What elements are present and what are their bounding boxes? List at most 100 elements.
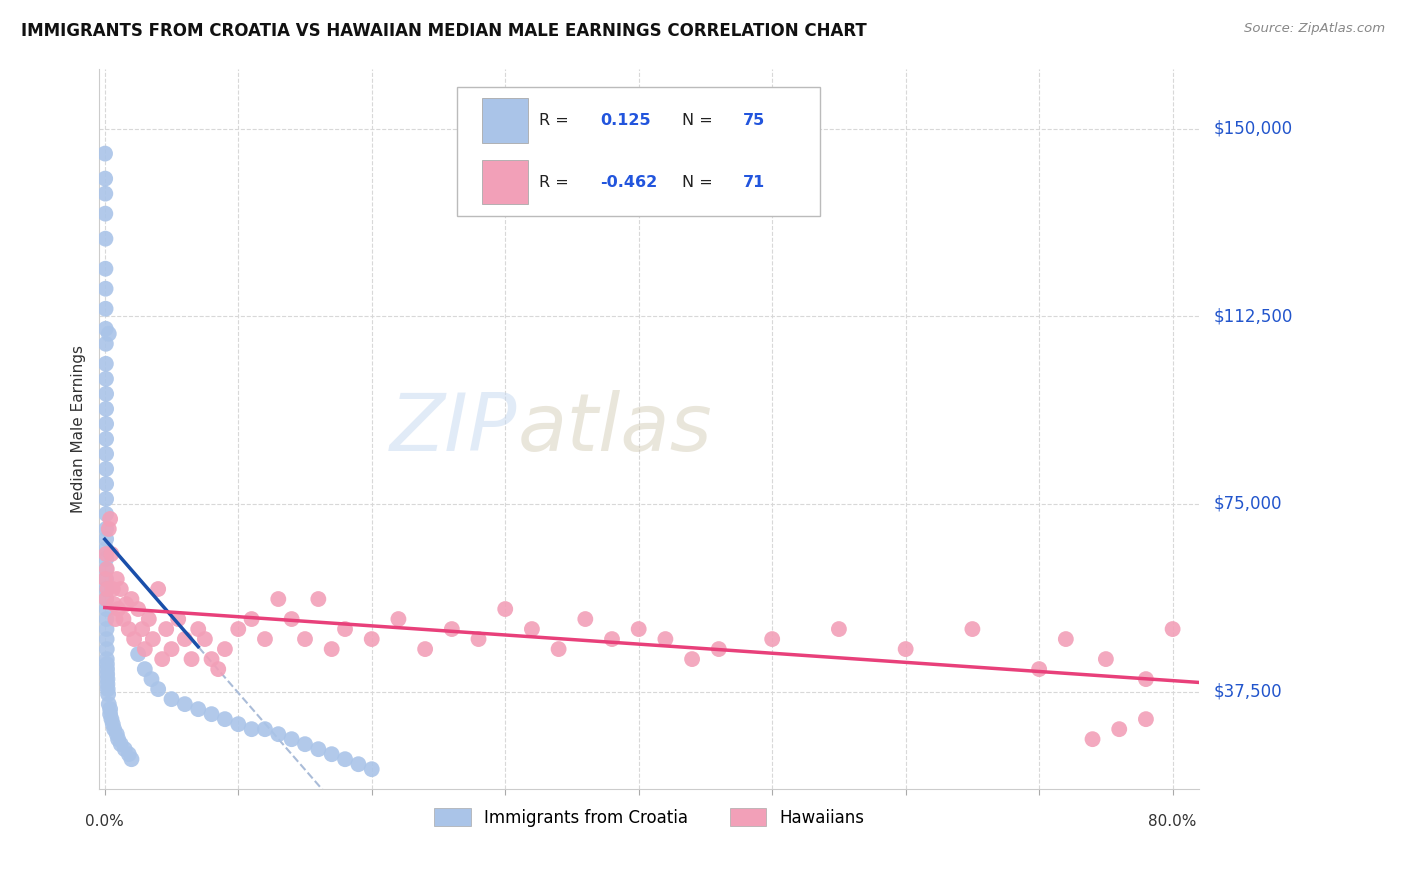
Text: R =: R = [540, 175, 574, 189]
Point [180, 652, 202, 666]
Text: ZIP: ZIP [389, 390, 517, 468]
Point [97, 682, 120, 697]
Point [494, 602, 516, 616]
Point [101, 717, 124, 731]
Text: $150,000: $150,000 [1213, 120, 1292, 137]
Point [112, 612, 135, 626]
Text: 80.0%: 80.0% [1149, 814, 1197, 830]
Point [122, 632, 145, 646]
Point [103, 597, 125, 611]
Point [294, 632, 316, 646]
Point [94, 357, 117, 371]
Text: R =: R = [540, 113, 574, 128]
Legend: Immigrants from Croatia, Hawaiians: Immigrants from Croatia, Hawaiians [426, 799, 873, 835]
Point [146, 582, 169, 596]
Text: Source: ZipAtlas.com: Source: ZipAtlas.com [1244, 22, 1385, 36]
Text: $37,500: $37,500 [1213, 682, 1282, 700]
Point [94, 552, 117, 566]
Point [1028, 662, 1050, 676]
Point [94, 507, 117, 521]
Point [207, 662, 229, 676]
Point [894, 642, 917, 657]
Point [127, 602, 149, 616]
Point [253, 632, 276, 646]
Point [240, 722, 263, 736]
Text: -0.462: -0.462 [600, 175, 657, 189]
Point [94, 582, 117, 596]
Point [94, 282, 117, 296]
Point [94, 562, 117, 576]
Point [707, 642, 730, 657]
Point [94, 447, 117, 461]
Point [98, 707, 121, 722]
Text: N =: N = [682, 175, 718, 189]
Point [96, 622, 118, 636]
Point [94, 491, 117, 506]
Point [115, 597, 138, 611]
Point [333, 622, 356, 636]
Text: $75,000: $75,000 [1213, 495, 1282, 513]
Point [96, 632, 118, 646]
Point [1095, 652, 1118, 666]
Point [94, 387, 117, 401]
Point [253, 722, 276, 736]
Point [321, 747, 343, 762]
Point [94, 171, 117, 186]
Point [96, 602, 118, 616]
Point [226, 717, 249, 731]
Point [173, 632, 195, 646]
Point [347, 757, 370, 772]
Point [96, 562, 118, 576]
Point [94, 532, 117, 546]
Point [600, 632, 623, 646]
Point [214, 642, 236, 657]
Point [100, 547, 122, 561]
Point [150, 652, 173, 666]
Point [167, 612, 190, 626]
Point [387, 612, 409, 626]
FancyBboxPatch shape [457, 87, 820, 216]
Point [107, 602, 129, 616]
Point [127, 647, 149, 661]
Point [307, 742, 329, 756]
Point [96, 657, 118, 672]
Point [94, 417, 117, 431]
Point [121, 592, 143, 607]
Point [1135, 712, 1157, 726]
Point [1054, 632, 1077, 646]
Text: atlas: atlas [517, 390, 713, 468]
Point [96, 662, 118, 676]
Point [1108, 722, 1130, 736]
Point [97, 687, 120, 701]
Text: N =: N = [682, 113, 718, 128]
Point [96, 652, 118, 666]
Point [97, 697, 120, 711]
FancyBboxPatch shape [482, 160, 529, 204]
Point [333, 752, 356, 766]
Point [520, 622, 543, 636]
Point [131, 622, 153, 636]
Point [294, 737, 316, 751]
Point [141, 672, 163, 686]
Point [96, 677, 118, 691]
Point [96, 582, 118, 596]
Point [321, 642, 343, 657]
Point [97, 326, 120, 341]
Point [214, 712, 236, 726]
Text: $112,500: $112,500 [1213, 307, 1292, 326]
Point [160, 642, 183, 657]
Text: 0.125: 0.125 [600, 113, 651, 128]
Point [118, 622, 141, 636]
Point [146, 682, 169, 697]
Point [94, 146, 117, 161]
Point [240, 612, 263, 626]
Point [94, 336, 117, 351]
Point [761, 632, 783, 646]
Point [96, 642, 118, 657]
Point [94, 572, 117, 586]
Text: 75: 75 [742, 113, 765, 128]
Point [226, 622, 249, 636]
Point [94, 522, 117, 536]
Point [101, 582, 124, 596]
Point [94, 477, 117, 491]
